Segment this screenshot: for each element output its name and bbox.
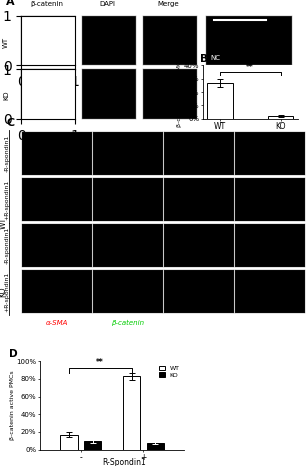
Text: β-catenin: β-catenin bbox=[30, 1, 63, 7]
Text: D: D bbox=[9, 349, 18, 359]
Text: Merge: Merge bbox=[188, 320, 210, 326]
Y-axis label: β-catenin active PMCs: β-catenin active PMCs bbox=[10, 370, 15, 440]
Text: Magnification: Magnification bbox=[246, 320, 294, 326]
Text: KO: KO bbox=[3, 90, 9, 100]
Text: WT: WT bbox=[0, 216, 8, 229]
Text: WT: WT bbox=[3, 36, 9, 48]
Text: DAPI: DAPI bbox=[99, 1, 115, 7]
Bar bbox=[123, 376, 140, 450]
Text: NC: NC bbox=[210, 55, 220, 62]
Text: R-Spondin1: R-Spondin1 bbox=[103, 458, 146, 466]
Text: β-catenin: β-catenin bbox=[111, 320, 145, 326]
Bar bbox=[146, 443, 164, 450]
Text: Merge: Merge bbox=[157, 1, 179, 7]
Text: α-SMA: α-SMA bbox=[46, 320, 68, 326]
Legend: WT, KO: WT, KO bbox=[158, 364, 181, 379]
Text: KO: KO bbox=[0, 286, 8, 297]
Text: +R-spondin1: +R-spondin1 bbox=[4, 271, 9, 312]
Bar bbox=[84, 441, 101, 450]
Text: **: ** bbox=[96, 358, 104, 367]
Bar bbox=[207, 82, 232, 119]
Bar bbox=[60, 435, 78, 450]
Text: +R-spondin1: +R-spondin1 bbox=[4, 179, 9, 219]
Bar bbox=[268, 116, 293, 119]
Text: -R-spondin1: -R-spondin1 bbox=[4, 227, 9, 264]
Text: A: A bbox=[6, 0, 15, 7]
Text: C: C bbox=[6, 118, 14, 128]
Y-axis label: β-catenin active PMCs: β-catenin active PMCs bbox=[177, 57, 182, 127]
Text: B: B bbox=[200, 55, 208, 64]
Text: -R-spondin1: -R-spondin1 bbox=[4, 135, 9, 172]
Text: **: ** bbox=[246, 62, 254, 72]
